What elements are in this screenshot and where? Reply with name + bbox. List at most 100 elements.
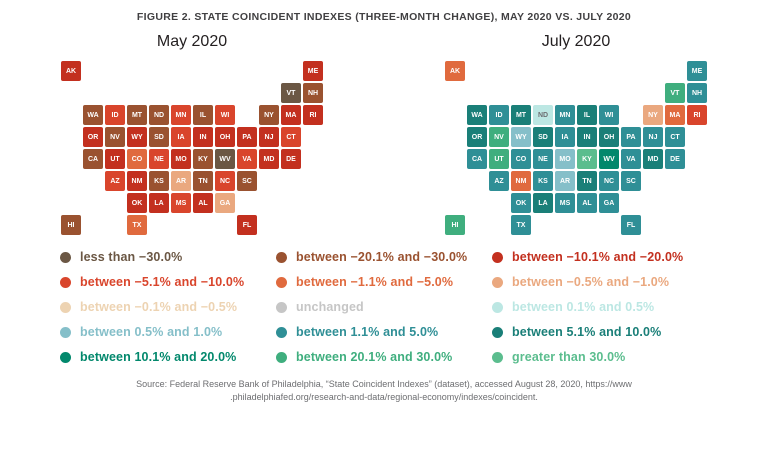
legend-dot-icon [60, 251, 71, 263]
state-tile-pa: PA [237, 127, 257, 147]
state-tile-co: CO [511, 149, 531, 169]
state-tile-or: OR [83, 127, 103, 147]
state-tile-wi: WI [599, 105, 619, 125]
legend-dot-icon [492, 276, 503, 288]
state-tile-nd: ND [533, 105, 553, 125]
state-tile-ma: MA [665, 105, 685, 125]
state-tile-wa: WA [467, 105, 487, 125]
legend-dot-icon [60, 276, 71, 288]
state-tile-nv: NV [105, 127, 125, 147]
state-tile-tn: TN [193, 171, 213, 191]
legend-dot-icon [492, 301, 503, 313]
state-tile-nm: NM [511, 171, 531, 191]
map-panel-july: July 2020 AK ME VT NH WA ID MT ND MN IL WI NY MA RI OR… [384, 27, 768, 235]
state-tile-ca: CA [83, 149, 103, 169]
legend-label: between 0.1% and 0.5% [512, 300, 655, 314]
state-tile-id: ID [489, 105, 509, 125]
state-tile-or: OR [467, 127, 487, 147]
legend-label: between 0.5% and 1.0% [80, 325, 223, 339]
state-tile-ky: KY [193, 149, 213, 169]
state-tile-al: AL [577, 193, 597, 213]
state-tile-de: DE [281, 149, 301, 169]
state-tile-ne: NE [149, 149, 169, 169]
state-tile-ar: AR [555, 171, 575, 191]
legend-dot-icon [276, 251, 287, 263]
state-tile-hi: HI [445, 215, 465, 235]
legend-dot-icon [276, 326, 287, 338]
choropleth-map-july: AK ME VT NH WA ID MT ND MN IL WI NY MA RI OR NV WY SD IA IN… [445, 61, 707, 235]
state-tile-wy: WY [127, 127, 147, 147]
legend-dot-icon [276, 276, 287, 288]
state-tile-sd: SD [149, 127, 169, 147]
state-tile-mn: MN [171, 105, 191, 125]
state-tile-nh: NH [687, 83, 707, 103]
legend-item-p10-20: between 10.1% and 20.0% [60, 349, 276, 365]
state-tile-ar: AR [171, 171, 191, 191]
legend-item-p01-05: between 0.1% and 0.5% [492, 299, 708, 315]
state-tile-ak: AK [61, 61, 81, 81]
state-tile-id: ID [105, 105, 125, 125]
legend-item-p1-5: between 1.1% and 5.0% [276, 324, 492, 340]
state-tile-ri: RI [687, 105, 707, 125]
map-title-july: July 2020 [541, 33, 611, 50]
state-tile-ok: OK [127, 193, 147, 213]
legend-label: between −1.1% and −5.0% [296, 275, 454, 289]
state-tile-ms: MS [171, 193, 191, 213]
state-tile-ia: IA [171, 127, 191, 147]
map-panel-may: May 2020 AK ME VT NH WA ID MT ND MN IL WI NY MA RI OR N… [0, 27, 384, 235]
legend-item-unchanged: unchanged [276, 299, 492, 315]
legend-label: between 10.1% and 20.0% [80, 350, 237, 364]
state-tile-nd: ND [149, 105, 169, 125]
state-tile-mn: MN [555, 105, 575, 125]
legend-item-p20-30: between 20.1% and 30.0% [276, 349, 492, 365]
map-title-may: May 2020 [156, 33, 228, 50]
state-tile-tn: TN [577, 171, 597, 191]
state-tile-ia: IA [555, 127, 575, 147]
source-line-2: .philadelphiafed.org/research-and-data/r… [230, 391, 538, 402]
state-tile-ca: CA [467, 149, 487, 169]
state-tile-wi: WI [215, 105, 235, 125]
choropleth-map-may: AK ME VT NH WA ID MT ND MN IL WI NY MA RI OR NV WY SD IA IN… [61, 61, 323, 235]
state-tile-ky: KY [577, 149, 597, 169]
state-tile-ut: UT [489, 149, 509, 169]
state-tile-sc: SC [237, 171, 257, 191]
state-tile-fl: FL [621, 215, 641, 235]
legend: less than −30.0% between −20.1% and −30.0… [60, 249, 708, 365]
legend-dot-icon [492, 326, 503, 338]
legend-label: less than −30.0% [80, 250, 183, 264]
state-tile-ri: RI [303, 105, 323, 125]
state-tile-vt: VT [665, 83, 685, 103]
state-tile-tx: TX [127, 215, 147, 235]
state-tile-md: MD [259, 149, 279, 169]
state-tile-fl: FL [237, 215, 257, 235]
legend-dot-icon [276, 351, 287, 363]
state-tile-nc: NC [215, 171, 235, 191]
state-tile-mt: MT [511, 105, 531, 125]
state-tile-nc: NC [599, 171, 619, 191]
state-tile-wv: WV [599, 149, 619, 169]
state-tile-in: IN [577, 127, 597, 147]
legend-dot-icon [276, 301, 287, 313]
state-tile-md: MD [643, 149, 663, 169]
legend-dot-icon [60, 301, 71, 313]
state-tile-nj: NJ [643, 127, 663, 147]
state-tile-ga: GA [599, 193, 619, 213]
state-tile-pa: PA [621, 127, 641, 147]
legend-label: between 20.1% and 30.0% [296, 350, 453, 364]
legend-dot-icon [492, 251, 503, 263]
legend-item-p5-10: between 5.1% and 10.0% [492, 324, 708, 340]
state-tile-ne: NE [533, 149, 553, 169]
legend-label: between 1.1% and 5.0% [296, 325, 439, 339]
legend-item-n20-30: between −20.1% and −30.0% [276, 249, 492, 265]
legend-item-lt-30: less than −30.0% [60, 249, 276, 265]
state-tile-al: AL [193, 193, 213, 213]
legend-label: between −0.5% and −1.0% [512, 275, 670, 289]
state-tile-ks: KS [149, 171, 169, 191]
state-tile-hi: HI [61, 215, 81, 235]
legend-label: greater than 30.0% [512, 350, 626, 364]
state-tile-tx: TX [511, 215, 531, 235]
legend-item-n01-05: between −0.1% and −0.5% [60, 299, 276, 315]
state-tile-ny: NY [643, 105, 663, 125]
state-tile-va: VA [621, 149, 641, 169]
state-tile-in: IN [193, 127, 213, 147]
